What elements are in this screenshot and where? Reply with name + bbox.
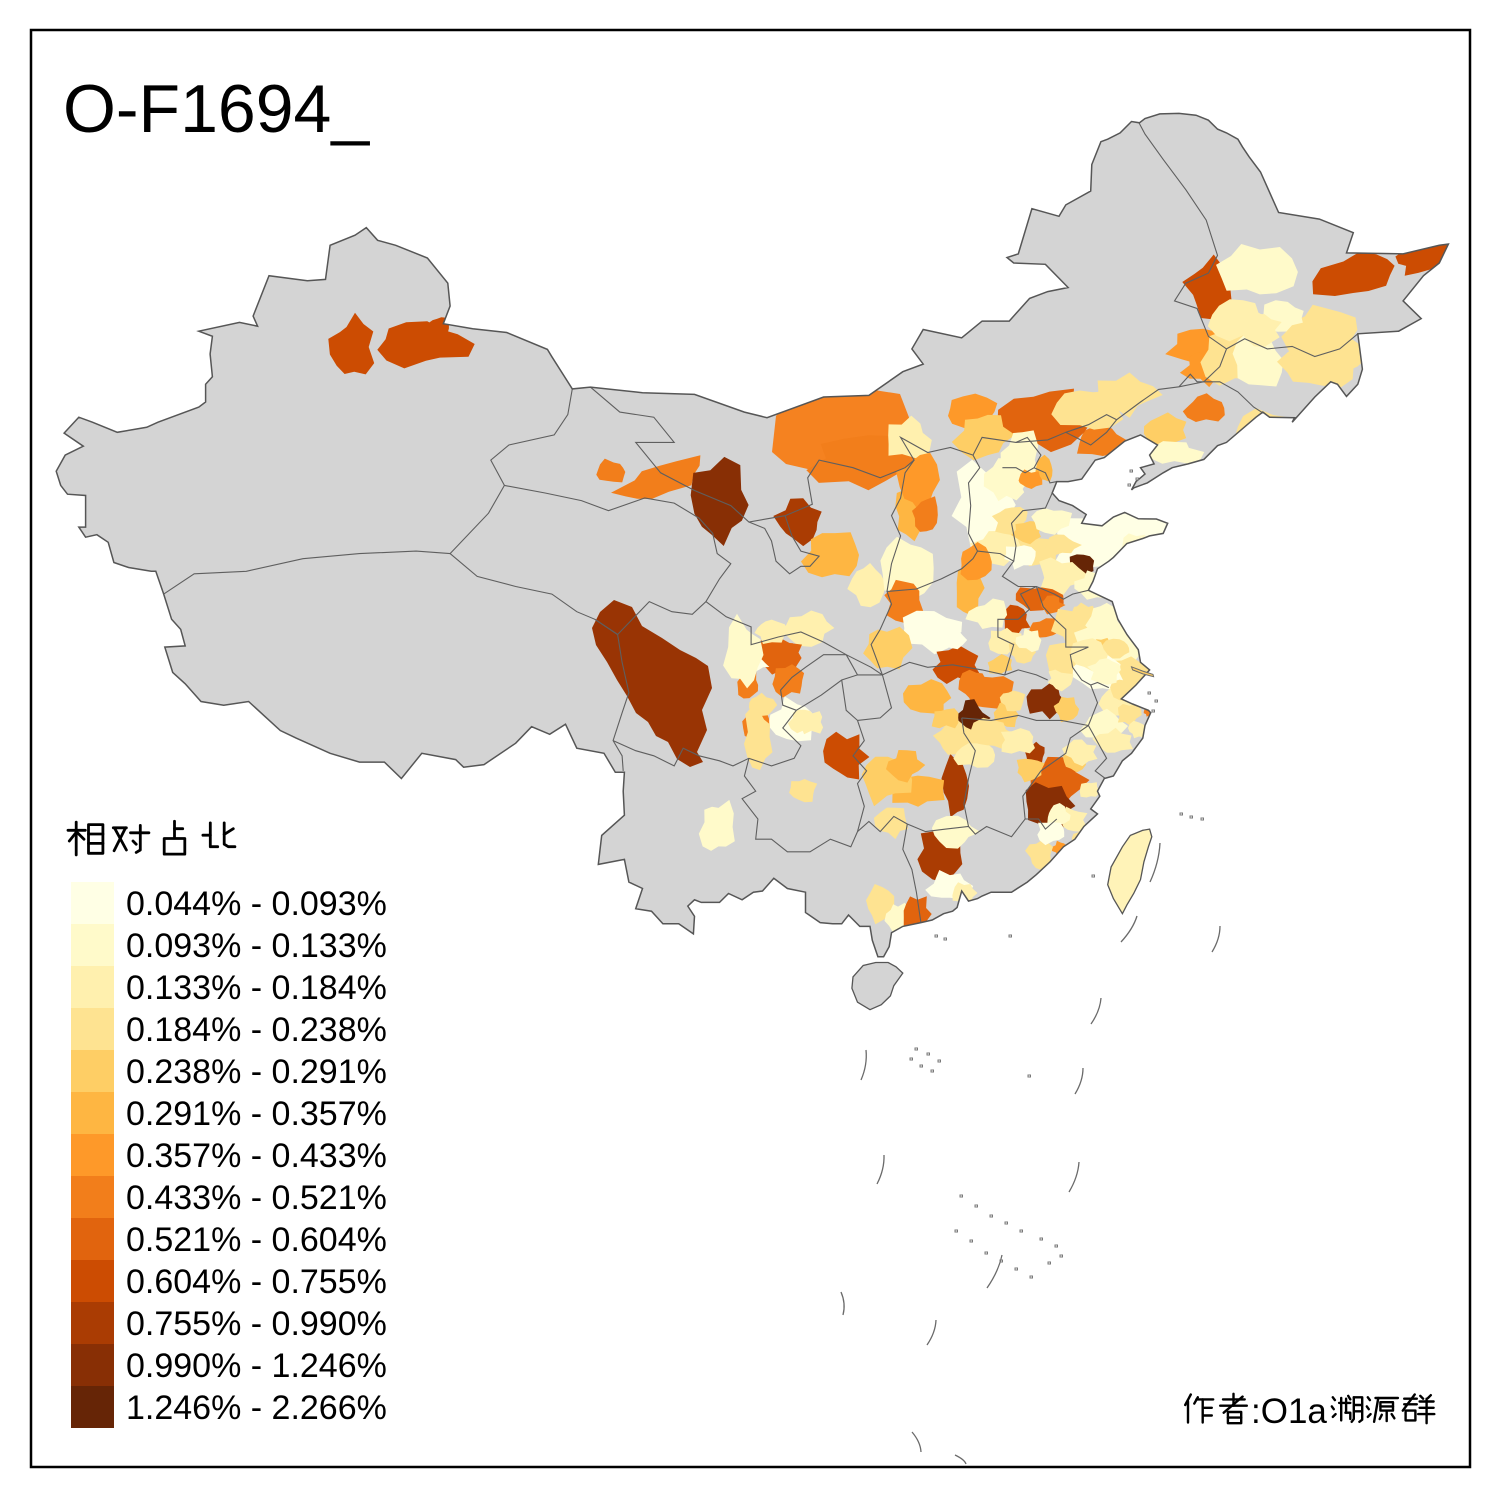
svg-text:0.093% - 0.133%: 0.093% - 0.133% [126,927,387,965]
svg-text:0.521% - 0.604%: 0.521% - 0.604% [126,1221,387,1259]
svg-text:0.604% - 0.755%: 0.604% - 0.755% [126,1263,387,1301]
svg-text:0.357% - 0.433%: 0.357% - 0.433% [126,1137,387,1175]
svg-text:0.184% - 0.238%: 0.184% - 0.238% [126,1011,387,1049]
svg-text:0.433% - 0.521%: 0.433% - 0.521% [126,1179,387,1217]
svg-text:0.990% - 1.246%: 0.990% - 1.246% [126,1347,387,1385]
svg-text:0.044% - 0.093%: 0.044% - 0.093% [126,885,387,923]
svg-text:1.246% - 2.266%: 1.246% - 2.266% [126,1389,387,1427]
svg-text::O1a: :O1a [1251,1392,1327,1431]
svg-text:0.238% - 0.291%: 0.238% - 0.291% [126,1053,387,1091]
svg-text:0.291% - 0.357%: 0.291% - 0.357% [126,1095,387,1133]
svg-text:0.755% - 0.990%: 0.755% - 0.990% [126,1305,387,1343]
svg-text:0.133% - 0.184%: 0.133% - 0.184% [126,969,387,1007]
svg-text:O-F1694_: O-F1694_ [63,71,370,147]
